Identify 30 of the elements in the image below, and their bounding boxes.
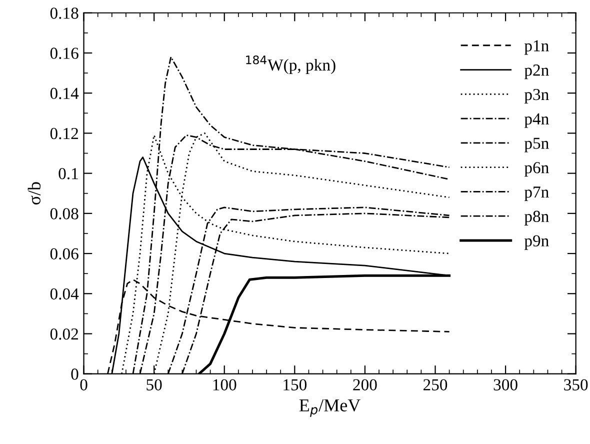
legend-label: p5n	[524, 138, 549, 152]
x-tick-label: 300	[494, 379, 518, 390]
y-tick-label: 0.1	[58, 168, 78, 180]
y-tick-label: 0.16	[50, 48, 78, 60]
legend-label: p2n	[524, 64, 549, 80]
legend-label: p4n	[524, 113, 549, 128]
legend-label: p1n	[524, 40, 549, 55]
x-tick-label: 0	[80, 379, 88, 390]
y-tick-label: 0.18	[50, 8, 78, 19]
legend-label: p7n	[524, 186, 549, 202]
y-tick-label: 0.08	[50, 208, 78, 220]
y-tick-label: 0	[71, 368, 78, 380]
x-tick-label: 50	[146, 379, 162, 390]
annotation: $^{184}$W(p, pkn)	[246, 55, 336, 74]
legend-label: p8n	[524, 210, 549, 226]
x-tick-label: 150	[284, 379, 307, 390]
x-axis-title: E$_{p}$/MeV	[299, 399, 360, 417]
y-tick-label: 0.02	[50, 328, 78, 340]
x-tick-label: 100	[213, 379, 236, 390]
x-tick-label: 350	[564, 379, 588, 390]
y-axis-title: σ/b	[28, 182, 41, 205]
legend-label: p3n	[524, 88, 549, 104]
y-tick-label: 0.12	[50, 128, 78, 140]
y-tick-label: 0.06	[50, 248, 78, 260]
x-tick-label: 200	[353, 379, 377, 390]
legend-label: p6n	[524, 162, 549, 177]
y-tick-label: 0.04	[50, 288, 79, 300]
y-tick-label: 0.14	[50, 88, 79, 100]
legend-label: p9n	[524, 235, 549, 250]
x-tick-label: 250	[423, 379, 448, 390]
